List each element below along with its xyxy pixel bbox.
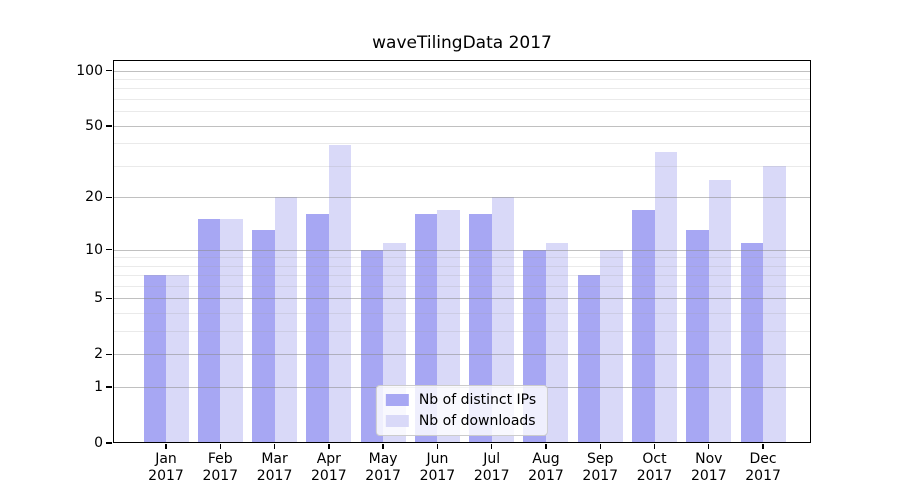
bar-ips-sep xyxy=(577,275,601,443)
major-gridline xyxy=(113,354,811,356)
bar-downloads-oct xyxy=(654,151,678,443)
y-tick-mark xyxy=(106,196,112,199)
major-gridline xyxy=(113,249,811,251)
bar-downloads-jan xyxy=(166,275,189,443)
minor-gridline xyxy=(113,275,811,277)
x-tick-label-jul: Jul 2017 xyxy=(473,451,510,484)
bar-ips-feb xyxy=(197,219,221,443)
x-tick-label-apr: Apr 2017 xyxy=(311,451,347,484)
minor-gridline xyxy=(113,257,811,259)
x-tick-mark xyxy=(165,444,167,449)
bar-downloads-dec xyxy=(763,165,786,443)
x-tick-mark xyxy=(708,444,710,449)
y-tick-label: 50 xyxy=(85,117,103,134)
x-tick-mark xyxy=(382,444,384,449)
legend-swatch-distinct-ips xyxy=(385,394,409,406)
y-tick-mark xyxy=(106,69,112,72)
x-tick-label-sep: Sep 2017 xyxy=(582,451,619,484)
bar-ips-apr xyxy=(306,214,329,443)
x-tick-label-mar: Mar 2017 xyxy=(256,451,293,484)
minor-gridline xyxy=(113,79,811,81)
plot-area: Nb of distinct IPs Nb of downloads xyxy=(113,60,811,443)
y-tick-label: 5 xyxy=(94,290,103,307)
legend-item-distinct-ips: Nb of distinct IPs xyxy=(385,392,537,408)
bar-downloads-nov xyxy=(708,180,732,443)
x-tick-mark xyxy=(545,444,547,449)
bar-downloads-feb xyxy=(220,219,243,443)
y-tick-label: 20 xyxy=(85,189,103,206)
y-tick-mark xyxy=(106,442,112,444)
chart-title: waveTilingData 2017 xyxy=(372,33,552,53)
x-tick-mark xyxy=(599,444,601,449)
minor-gridline xyxy=(113,331,811,333)
y-tick-label: 1 xyxy=(94,379,103,396)
x-tick-mark xyxy=(653,444,656,449)
x-tick-mark xyxy=(273,444,276,449)
y-tick-mark xyxy=(106,386,112,388)
minor-gridline xyxy=(113,143,811,145)
x-tick-mark xyxy=(219,444,221,449)
legend: Nb of distinct IPs Nb of downloads xyxy=(375,385,549,436)
y-tick-mark xyxy=(106,125,112,127)
bar-downloads-apr xyxy=(328,145,352,443)
x-tick-mark xyxy=(762,444,764,449)
major-gridline xyxy=(113,70,811,72)
bar-downloads-aug xyxy=(545,242,569,443)
minor-gridline xyxy=(113,111,811,113)
bar-ips-dec xyxy=(740,242,764,443)
x-tick-label-feb: Feb 2017 xyxy=(202,451,239,484)
y-tick-label: 0 xyxy=(94,435,103,451)
y-tick-mark xyxy=(106,353,112,356)
major-gridline xyxy=(113,125,811,127)
bar-ips-nov xyxy=(686,230,709,443)
x-tick-mark xyxy=(328,444,330,449)
bar-ips-mar xyxy=(252,230,275,443)
bar-downloads-sep xyxy=(600,249,623,443)
minor-gridline xyxy=(113,313,811,315)
x-tick-label-may: May 2017 xyxy=(365,451,401,484)
y-tick-mark xyxy=(106,248,112,251)
bar-ips-jan xyxy=(143,275,166,443)
x-tick-label-nov: Nov 2017 xyxy=(690,451,727,484)
bar-ips-oct xyxy=(632,209,655,443)
y-tick-label: 100 xyxy=(76,62,103,79)
legend-label-distinct-ips: Nb of distinct IPs xyxy=(418,392,537,408)
major-gridline xyxy=(113,298,811,300)
x-tick-label-dec: Dec 2017 xyxy=(745,451,781,484)
x-tick-mark xyxy=(436,444,439,449)
legend-label-downloads: Nb of downloads xyxy=(418,413,536,429)
minor-gridline xyxy=(113,265,811,267)
major-gridline xyxy=(113,197,811,199)
legend-swatch-downloads xyxy=(385,415,409,427)
minor-gridline xyxy=(113,99,811,101)
x-tick-label-jun: Jun 2017 xyxy=(419,451,456,484)
y-tick-mark xyxy=(106,297,112,300)
x-tick-label-oct: Oct 2017 xyxy=(636,451,673,484)
minor-gridline xyxy=(113,165,811,167)
minor-gridline xyxy=(113,286,811,288)
x-tick-mark xyxy=(490,444,493,449)
bar-downloads-mar xyxy=(274,197,298,443)
y-tick-label: 10 xyxy=(85,241,103,258)
legend-item-downloads: Nb of downloads xyxy=(385,413,536,429)
y-tick-label: 2 xyxy=(94,346,103,363)
x-tick-label-jan: Jan 2017 xyxy=(148,451,184,484)
x-tick-label-aug: Aug 2017 xyxy=(528,451,564,484)
minor-gridline xyxy=(113,88,811,90)
